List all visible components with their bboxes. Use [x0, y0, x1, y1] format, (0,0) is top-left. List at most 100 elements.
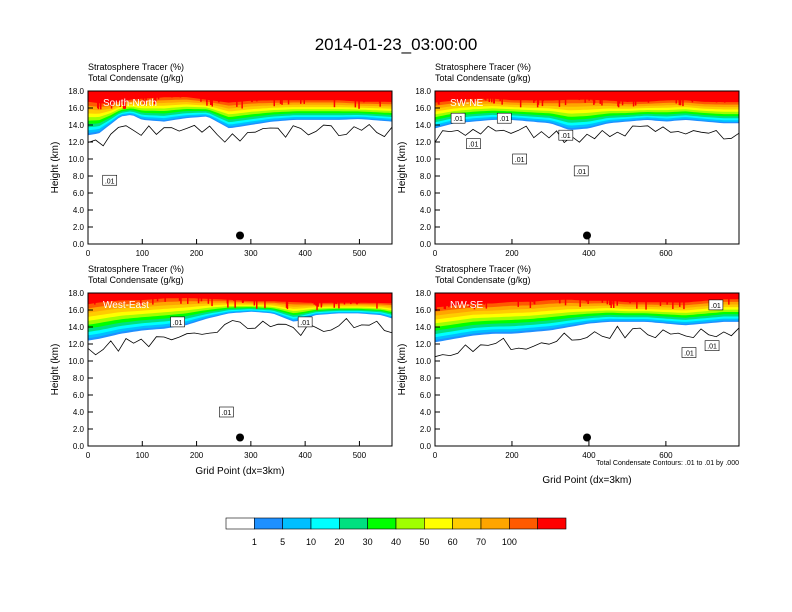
colorbar-label: 30 — [363, 537, 373, 547]
tracer-streak — [155, 91, 157, 103]
tracer-streak — [376, 293, 378, 309]
plot-frame — [87, 292, 393, 447]
tracer-streak — [558, 91, 561, 107]
tracer-streak — [114, 91, 116, 103]
tracer-streak — [639, 293, 641, 301]
tracer-streak — [636, 293, 638, 309]
tracer-streak — [595, 293, 597, 300]
tracer-streak — [632, 91, 635, 107]
x-tick-label: 400 — [582, 451, 596, 460]
subtitle-tracer: Stratosphere Tracer (%) — [435, 62, 531, 72]
tracer-streak — [104, 293, 107, 302]
tracer-streak — [90, 293, 93, 301]
tracer-streak — [513, 293, 515, 302]
tracer-streak — [153, 91, 155, 98]
tracer-streak — [262, 293, 264, 301]
tracer-streak — [335, 293, 338, 304]
subtitle-tracer: Stratosphere Tracer (%) — [88, 264, 184, 274]
tracer-streak — [234, 293, 236, 308]
tracer-streak — [358, 91, 360, 109]
tracer-streak — [124, 91, 126, 109]
y-tick-label: 2.0 — [420, 425, 432, 434]
contour-label-box — [708, 299, 724, 311]
y-tick-label: 16.0 — [415, 306, 431, 315]
tracer-streak — [621, 293, 623, 300]
x-tick-label: 0 — [433, 451, 438, 460]
tracer-streak — [109, 91, 111, 106]
tracer-streak — [311, 293, 314, 304]
tracer-streak — [285, 293, 288, 308]
tracer-streak — [448, 293, 450, 308]
tracer-streak — [357, 293, 360, 304]
condensate-contour — [88, 123, 392, 147]
plot-area: .01 .01 .01 .01 .01 .01 — [435, 91, 739, 240]
plot-area: .01 — [88, 91, 392, 240]
tracer-streak — [477, 293, 479, 306]
panel-bottom-left: .01 .01 .01 West-East Stratosphere Tracer (%… — [50, 264, 393, 477]
contour-label: .01 — [173, 320, 183, 327]
tracer-streak — [444, 293, 446, 308]
y-tick-label: 10.0 — [68, 155, 84, 164]
tracer-streak — [615, 293, 617, 300]
tracer-streak — [494, 293, 496, 303]
contour-label-box — [558, 129, 574, 141]
tracer-streak — [300, 91, 302, 104]
x-tick-label: 0 — [86, 249, 91, 258]
tracer-streak — [579, 293, 581, 307]
plot-frame — [434, 292, 740, 447]
tracer-streak — [485, 91, 487, 98]
tracer-streak — [475, 91, 477, 101]
tracer-streak — [239, 91, 241, 102]
y-tick-label: 12.0 — [415, 138, 431, 147]
tracer-streak — [590, 91, 592, 99]
tracer-streak — [92, 91, 94, 102]
tracer-streak — [356, 293, 358, 305]
tracer-streak — [450, 293, 453, 302]
tracer-streak — [94, 293, 96, 305]
colorbar-label: 50 — [419, 537, 429, 547]
tracer-streak — [451, 293, 454, 306]
tracer-streak — [719, 293, 721, 302]
colorbar-swatch — [395, 517, 425, 530]
y-tick-label: 14.0 — [415, 323, 431, 332]
contour-label: .01 — [561, 133, 571, 140]
y-axis-label: Height (km) — [50, 142, 61, 194]
subtitle-condensate: Total Condensate (g/kg) — [88, 73, 184, 83]
tracer-streak — [251, 91, 253, 103]
tracer-streak — [262, 91, 264, 99]
y-tick-label: 2.0 — [73, 425, 85, 434]
tracer-streak — [338, 293, 340, 309]
tracer-streak — [236, 91, 238, 107]
contour-label: .01 — [711, 303, 721, 310]
tracer-streak — [197, 293, 200, 304]
y-tick-label: 12.0 — [68, 138, 84, 147]
y-tick-label: 4.0 — [420, 408, 432, 417]
tracer-streak — [320, 293, 323, 306]
y-tick-label: 0.0 — [420, 240, 432, 249]
tracer-streak — [153, 91, 156, 105]
tracer-streak — [599, 91, 601, 104]
tracer-streak — [584, 91, 586, 98]
contour-label-box — [297, 316, 313, 328]
tracer-streak — [138, 91, 140, 101]
contour-label-box — [496, 112, 512, 124]
tracer-streak — [507, 91, 510, 99]
panel-label: South-North — [103, 98, 157, 109]
contour-label-box — [681, 347, 697, 358]
tracer-streak — [587, 293, 589, 304]
tracer-streak — [601, 91, 603, 106]
tracer-streak — [332, 293, 334, 303]
x-tick-label: 0 — [86, 451, 91, 460]
contour-label: .01 — [469, 142, 479, 149]
y-tick-label: 16.0 — [415, 104, 431, 113]
condensate-contour — [435, 325, 739, 358]
location-marker — [583, 231, 591, 240]
x-tick-label: 500 — [353, 249, 367, 258]
contour-label: .01 — [300, 320, 310, 327]
tracer-streak — [531, 293, 534, 302]
tracer-streak — [499, 91, 501, 101]
tracer-streak — [329, 91, 331, 99]
tracer-streak — [683, 293, 685, 310]
tracer-streak — [142, 91, 145, 99]
tracer-streak — [256, 91, 258, 102]
